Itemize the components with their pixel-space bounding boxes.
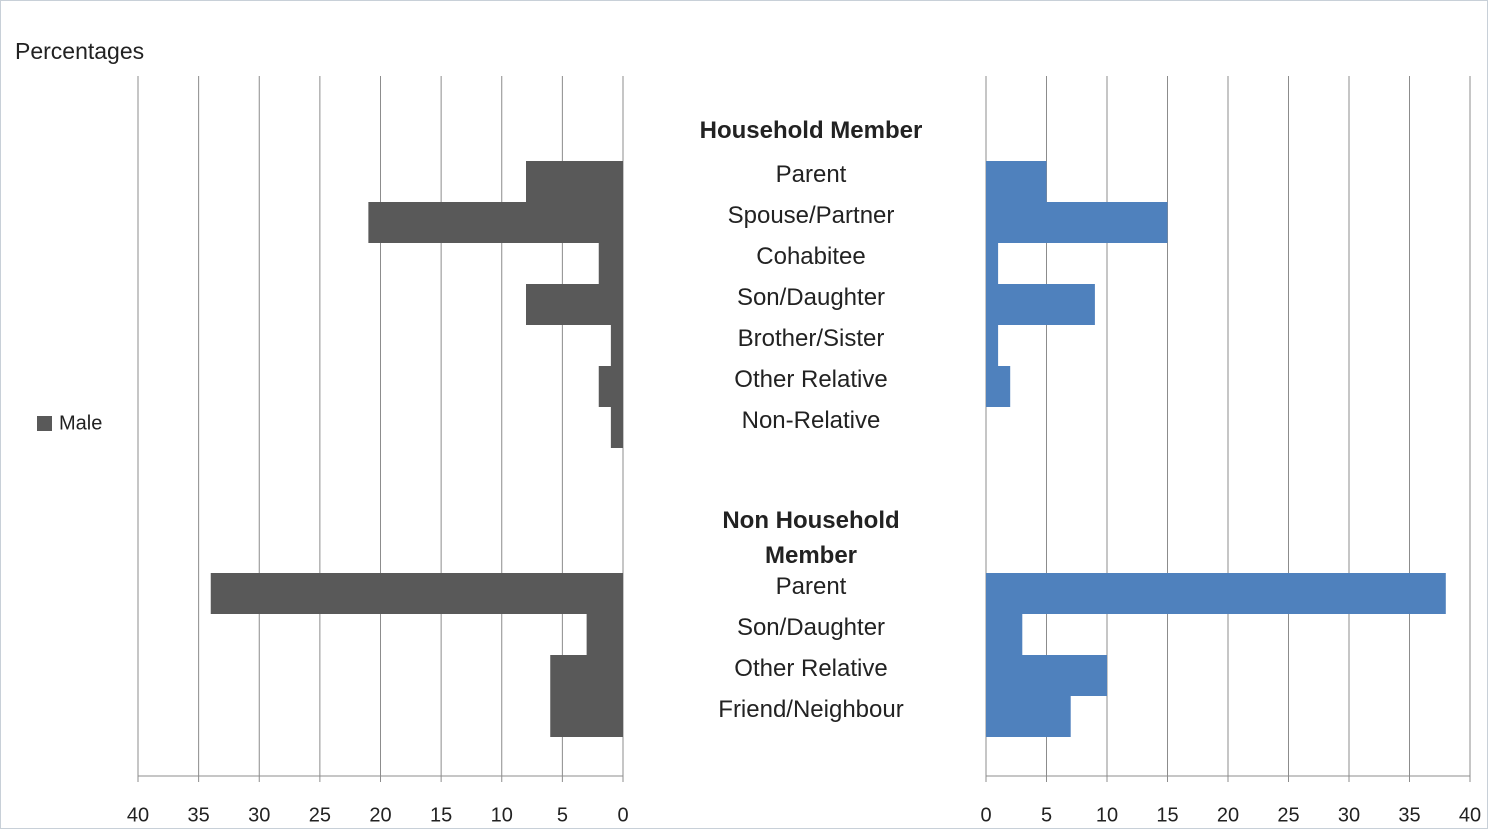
category-label: Other Relative (734, 365, 888, 393)
bar (986, 655, 1107, 696)
category-label: Son/Daughter (736, 283, 886, 311)
x-tick-label: 10 (1096, 804, 1118, 826)
bar (986, 573, 1446, 614)
group-label: Non Household Member (722, 507, 900, 569)
group-label: Household Member (699, 117, 923, 144)
bar (598, 366, 623, 407)
bar (986, 161, 1047, 202)
x-tick-label: 30 (248, 804, 270, 826)
bar (368, 202, 623, 243)
bar (986, 325, 999, 366)
x-tick-label: 15 (430, 804, 452, 826)
bar (986, 696, 1071, 737)
axis-label: Percentages (15, 38, 144, 64)
x-tick-label: 25 (309, 804, 331, 826)
bar (986, 202, 1168, 243)
x-tick-label: 40 (127, 804, 149, 826)
category-label: Cohabitee (756, 242, 866, 270)
x-tick-label: 20 (369, 804, 391, 826)
category-label: Non-Relative (741, 406, 881, 434)
legend-label: Male (59, 412, 102, 434)
x-tick-label: 5 (557, 804, 568, 826)
x-tick-label: 10 (491, 804, 513, 826)
x-tick-label: 20 (1217, 804, 1239, 826)
bar (550, 696, 623, 737)
x-tick-label: 40 (1459, 804, 1481, 826)
x-tick-label: 30 (1338, 804, 1360, 826)
bar (586, 614, 623, 655)
bar (550, 655, 623, 696)
x-tick-label: 5 (1041, 804, 1052, 826)
x-tick-label: 35 (1398, 804, 1420, 826)
bar (986, 284, 1095, 325)
bar (610, 407, 623, 448)
legend-swatch (37, 416, 52, 431)
x-tick-label: 15 (1156, 804, 1178, 826)
bar (598, 243, 623, 284)
bar (610, 325, 623, 366)
category-label: Parent (775, 160, 847, 188)
category-label: Son/Daughter (736, 613, 886, 641)
category-label: Other Relative (734, 654, 888, 682)
x-tick-label: 25 (1277, 804, 1299, 826)
bar (210, 573, 623, 614)
x-tick-label: 35 (188, 804, 210, 826)
x-tick-label: 0 (617, 804, 628, 826)
bar (526, 161, 623, 202)
bar (986, 614, 1023, 655)
category-label: Friend/Neighbour (718, 695, 904, 723)
bar (986, 243, 999, 284)
bar (526, 284, 623, 325)
category-label: Brother/Sister (737, 324, 885, 352)
x-tick-label: 0 (980, 804, 991, 826)
category-label: Parent (775, 572, 847, 600)
bar (986, 366, 1011, 407)
category-label: Spouse/Partner (727, 201, 895, 229)
